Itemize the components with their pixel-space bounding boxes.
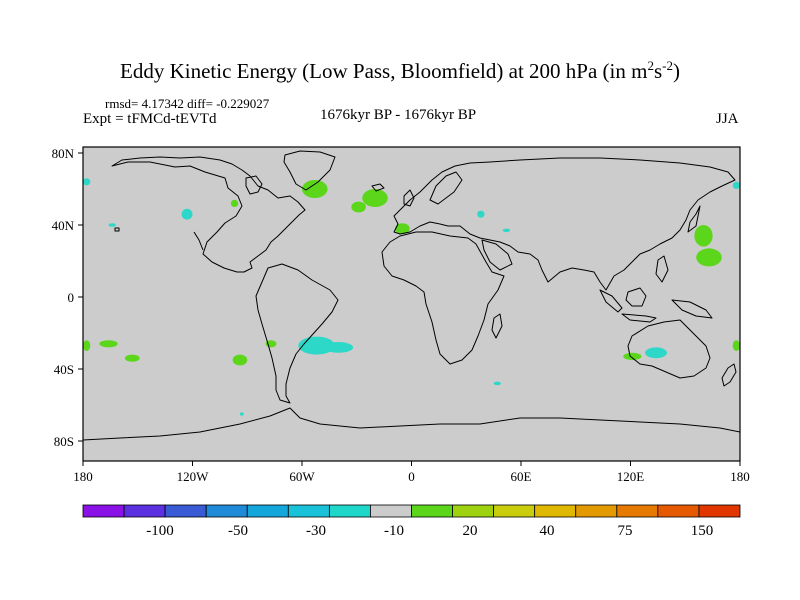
lon-label-0: 0 — [408, 469, 415, 484]
coastline-philippines — [655, 255, 669, 283]
season-label: JJA — [716, 111, 739, 127]
colorbar-swatch — [452, 504, 495, 518]
coastline-south-america — [255, 263, 339, 404]
anomaly-patch-positive — [124, 354, 140, 362]
colorbar-swatch — [657, 504, 700, 518]
period-label: 1676kyr BP - 1676kyr BP — [320, 107, 477, 123]
lon-label-120e: 120E — [617, 469, 645, 484]
coastline-new-zealand — [721, 363, 737, 387]
coastline-borneo — [625, 287, 647, 307]
colorbar-label-40: 40 — [540, 523, 555, 539]
lon-label-60w: 60W — [289, 469, 315, 484]
anomaly-patch-negative — [493, 381, 501, 386]
colorbar-swatch — [698, 504, 741, 518]
lon-label-180e: 180 — [730, 469, 750, 484]
anomaly-patch-positive — [623, 352, 642, 360]
lat-label-40s: 40S — [54, 362, 74, 377]
coastline-baja — [193, 231, 204, 251]
coastline-antarctica — [83, 407, 740, 441]
coastline-north-america — [111, 156, 306, 273]
anomaly-patch-negative — [732, 181, 740, 189]
colorbar-label-minus50: -50 — [228, 523, 248, 539]
coastline-arabia — [481, 239, 513, 271]
latitude-axis: 80N 40N 0 40S 80S — [52, 146, 83, 449]
anomaly-patch-negative — [239, 412, 244, 416]
coastline-java — [621, 313, 657, 323]
lat-label-0: 0 — [68, 290, 75, 305]
plot-title-close: ) — [672, 59, 680, 83]
colorbar-label-minus100: -100 — [146, 523, 174, 539]
anomaly-patch-positive — [99, 340, 118, 348]
unit-superscript-2: 2 — [647, 58, 654, 73]
colorbar-label-minus30: -30 — [306, 523, 326, 539]
colorbar-swatch — [205, 504, 248, 518]
coastline-sumatra — [599, 289, 623, 313]
coastline-new-guinea — [671, 299, 713, 319]
anomaly-patch-negative — [298, 336, 335, 355]
colorbar-swatch — [123, 504, 166, 518]
colorbar-swatch — [82, 504, 125, 518]
lat-label-80s: 80S — [54, 434, 74, 449]
coastline-greenland — [283, 150, 336, 191]
anomaly-patch-positive — [362, 189, 388, 207]
plot-title-text: Eddy Kinetic Energy (Low Pass, Bloomfiel… — [120, 59, 648, 83]
coastline-hawaii — [114, 227, 120, 232]
colorbar-swatch — [616, 504, 659, 518]
anomaly-patch-positive — [694, 225, 713, 247]
anomaly-patch-positive — [351, 201, 366, 213]
lat-label-40n: 40N — [52, 218, 75, 233]
colorbar-swatch — [411, 504, 453, 518]
anomaly-patch-negative — [83, 178, 91, 186]
plot-title-unit-s: s — [653, 59, 663, 83]
coastline-scandinavia — [429, 171, 463, 205]
colorbar-swatch — [370, 504, 412, 518]
colorbar-swatch — [534, 504, 577, 518]
coastline-eurasia — [393, 157, 736, 291]
coastline-british-isles — [403, 189, 415, 207]
colorbar-swatch — [328, 504, 371, 518]
anomaly-patch-negative — [645, 347, 667, 359]
colorbar-swatch — [493, 504, 536, 518]
colorbar-swatch — [575, 504, 618, 518]
anomaly-patch-positive — [232, 354, 248, 366]
coastline-japan — [687, 205, 701, 233]
colorbar-label-minus10: -10 — [384, 523, 404, 539]
experiment-label: Expt = tFMCd-tEVTd — [83, 111, 217, 127]
coastline-hudson-bay — [245, 175, 263, 195]
anomaly-patch-positive — [732, 340, 740, 351]
rmsd-diff-stats: rmsd= 4.17342 diff= -0.229027 — [105, 96, 270, 111]
anomaly-patch-positive — [395, 223, 410, 235]
colorbar-label-75: 75 — [618, 523, 633, 539]
plot-title: Eddy Kinetic Energy (Low Pass, Bloomfiel… — [0, 58, 800, 84]
anomaly-patch-positive — [302, 180, 328, 198]
lon-label-180w: 180 — [73, 469, 93, 484]
anomaly-patch-negative — [502, 228, 511, 233]
anomaly-patch-positive — [83, 340, 91, 351]
anomaly-patch-negative — [181, 208, 193, 220]
anomaly-patch-negative — [477, 210, 485, 218]
colorbar-swatch — [287, 504, 330, 518]
coastline-madagascar — [491, 313, 503, 339]
anomaly-patch-negative — [323, 342, 354, 353]
colorbar — [82, 504, 741, 518]
anomaly-patch-positive — [230, 199, 239, 207]
unit-superscript-minus2: -2 — [662, 58, 673, 73]
coastlines — [83, 150, 740, 441]
anomaly-patch-negative — [108, 223, 116, 227]
lon-label-60e: 60E — [511, 469, 532, 484]
lat-label-80n: 80N — [52, 146, 75, 161]
colorbar-swatch — [164, 504, 207, 518]
anomaly-patches — [83, 178, 740, 416]
anomaly-patch-positive — [696, 248, 722, 267]
coastline-iceland — [371, 183, 385, 192]
lon-label-120w: 120W — [177, 469, 210, 484]
coastline-australia — [627, 319, 711, 379]
colorbar-swatch — [246, 504, 289, 518]
colorbar-label-150: 150 — [691, 523, 714, 539]
colorbar-labels: -100 -50 -30 -10 20 40 75 150 — [146, 523, 713, 539]
colorbar-label-20: 20 — [463, 523, 478, 539]
coastline-africa — [381, 231, 505, 365]
longitude-axis: 180 120W 60W 0 60E 120E 180 — [73, 461, 750, 484]
